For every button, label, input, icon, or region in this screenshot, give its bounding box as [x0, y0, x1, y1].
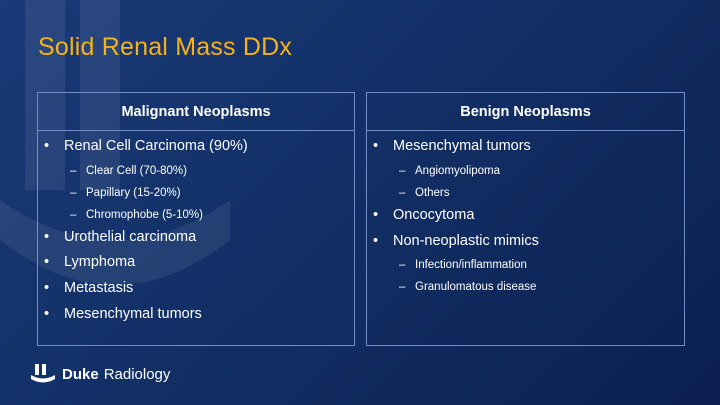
- list-item: • Mesenchymal tumors: [44, 306, 202, 322]
- malignant-panel: Malignant Neoplasms • Renal Cell Carcinom…: [37, 92, 355, 346]
- list-subitem: – Chromophobe (5-10%): [70, 209, 203, 221]
- list-item: • Mesenchymal tumors: [373, 138, 531, 154]
- list-subitem: – Others: [399, 187, 450, 199]
- brand-name: Duke: [62, 365, 99, 383]
- list-item: • Oncocytoma: [373, 207, 475, 223]
- list-subitem: – Papillary (15-20%): [70, 187, 181, 199]
- list-item: • Metastasis: [44, 280, 134, 296]
- footer-brand: Duke Radiology: [30, 363, 170, 385]
- list-item: • Non-neoplastic mimics: [373, 233, 539, 249]
- list-subitem: – Granulomatous disease: [399, 281, 537, 293]
- malignant-panel-header: Malignant Neoplasms: [38, 93, 354, 131]
- department-name: Radiology: [103, 365, 171, 383]
- list-subitem: – Clear Cell (70-80%): [70, 165, 187, 177]
- slide-title: Solid Renal Mass DDx: [38, 33, 293, 61]
- list-subitem: – Angiomyolipoma: [399, 165, 501, 177]
- list-item: • Lymphoma: [44, 254, 136, 270]
- list-item: • Urothelial carcinoma: [44, 229, 197, 245]
- duke-shield-icon: [31, 364, 55, 383]
- list-item: • Renal Cell Carcinoma (90%): [44, 138, 248, 154]
- benign-panel: Benign Neoplasms • Mesenchymal tumors – An…: [366, 92, 685, 346]
- benign-panel-header: Benign Neoplasms: [367, 93, 684, 131]
- list-subitem: – Infection/inflammation: [399, 259, 527, 271]
